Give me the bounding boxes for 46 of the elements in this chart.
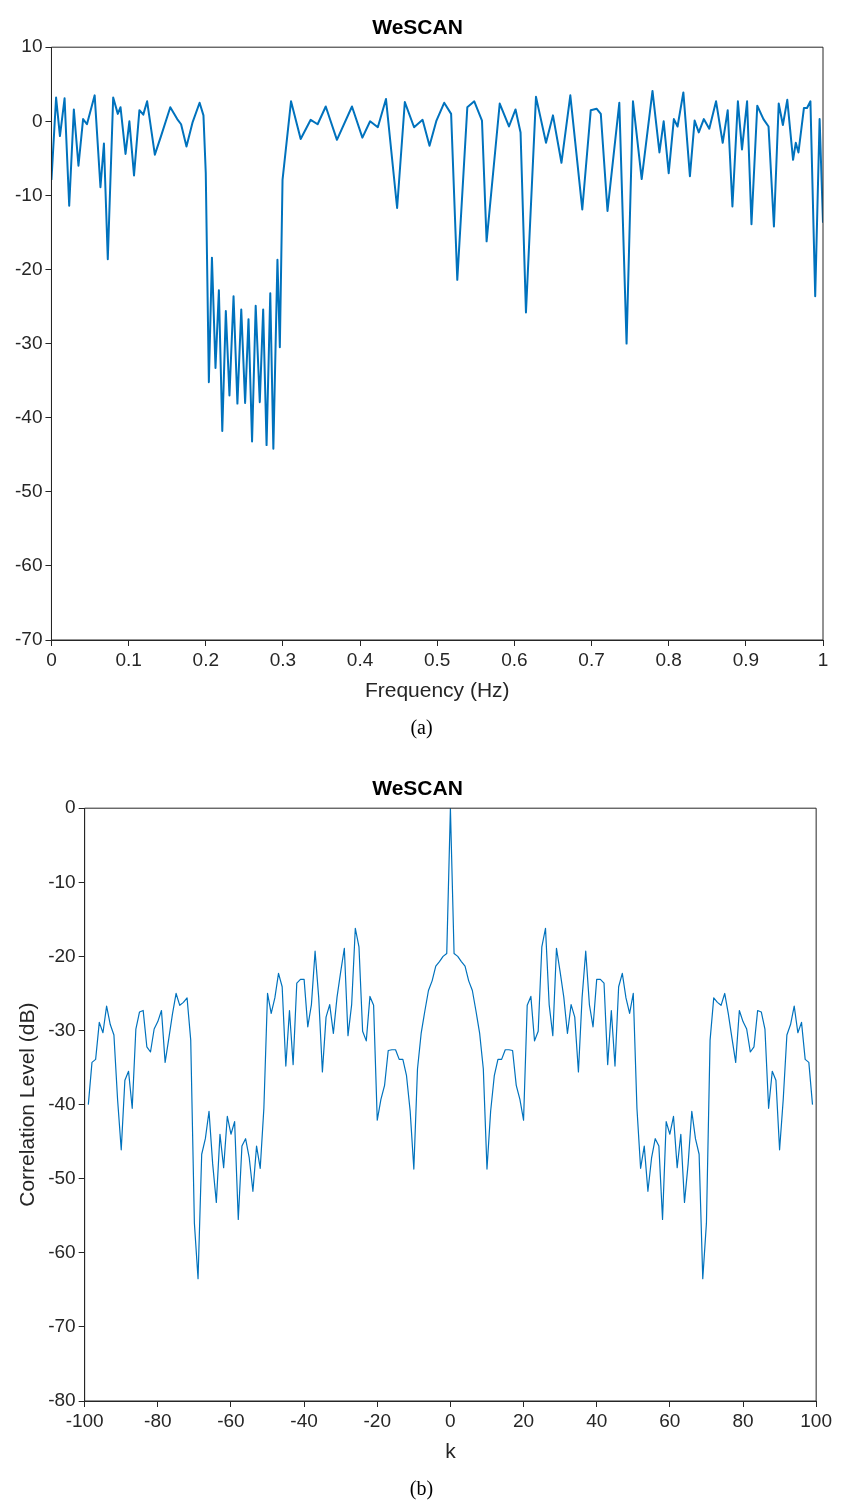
- y-axis-title: Correlation Level (dB): [15, 1002, 39, 1207]
- x-tick-label: 0.8: [655, 648, 682, 670]
- chart-title: WeSCAN: [372, 15, 463, 39]
- x-tick-label: -60: [217, 1409, 245, 1431]
- y-tick-label: 10: [21, 35, 43, 57]
- y-tick-label: -20: [48, 944, 76, 966]
- y-tick-label: -60: [14, 554, 43, 576]
- x-tick-label: 0.9: [732, 648, 760, 670]
- x-tick-label: -100: [65, 1409, 104, 1431]
- x-tick-label: 0.5: [424, 648, 451, 670]
- x-tick-label: 20: [512, 1409, 535, 1431]
- x-tick-label: 0.1: [115, 648, 142, 670]
- y-tick-label: -40: [14, 405, 43, 427]
- x-tick-label: 1: [817, 648, 829, 670]
- text: (b): [408, 1477, 435, 1500]
- y-tick-label: 0: [31, 109, 43, 131]
- y-tick-label: -60: [48, 1241, 76, 1263]
- y-tick-label: -50: [14, 480, 43, 502]
- x-tick-label: -80: [144, 1409, 172, 1431]
- x-tick-label: -40: [290, 1409, 318, 1431]
- y-tick-label: -40: [48, 1092, 76, 1114]
- x-axis-title: k: [445, 1439, 457, 1463]
- chart-title: WeSCAN: [372, 776, 463, 800]
- y-tick-label: -30: [48, 1018, 76, 1040]
- x-tick-label: -20: [363, 1409, 391, 1431]
- y-tick-label: -70: [48, 1315, 76, 1337]
- y-tick-label: -10: [14, 183, 43, 205]
- x-tick-label: 0.6: [501, 648, 528, 670]
- x-tick-label: 0.2: [192, 648, 219, 670]
- y-tick-label: 0: [65, 796, 76, 818]
- y-tick-label: -30: [14, 331, 43, 353]
- y-tick-label: -20: [14, 257, 43, 279]
- y-tick-label: -70: [14, 628, 43, 650]
- x-tick-label: 80: [732, 1409, 754, 1431]
- y-tick-label: -80: [48, 1389, 76, 1411]
- x-tick-label: 40: [586, 1409, 608, 1431]
- x-axis-title: Frequency (Hz): [364, 678, 510, 702]
- x-tick-label: 0.3: [269, 648, 297, 670]
- x-tick-label: 0: [445, 1409, 456, 1431]
- x-tick-label: 100: [800, 1409, 832, 1431]
- y-tick-label: -50: [48, 1166, 76, 1188]
- x-tick-label: 60: [659, 1409, 681, 1431]
- text: (a): [409, 716, 434, 739]
- y-tick-label: -10: [48, 870, 76, 892]
- x-tick-label: 0.4: [346, 648, 374, 670]
- x-tick-label: 0.7: [578, 648, 605, 670]
